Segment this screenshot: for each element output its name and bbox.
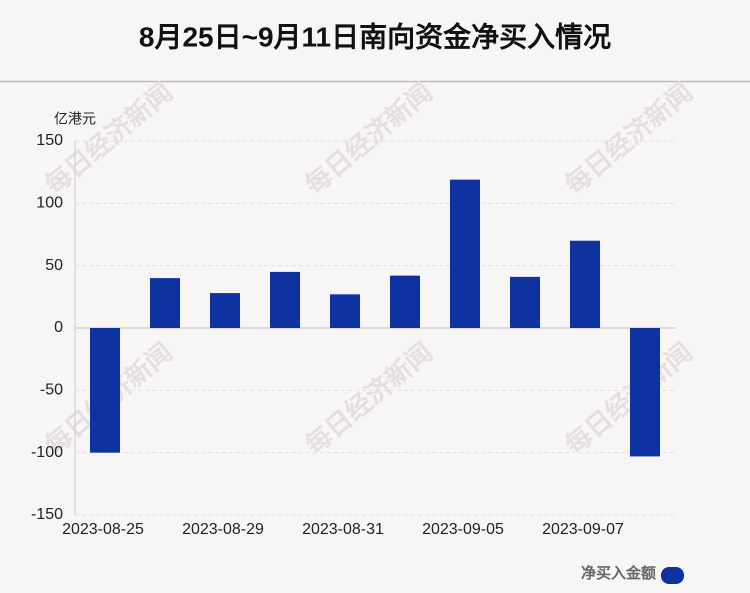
- bar: [510, 276, 540, 328]
- watermark: 每日经济新闻: [559, 77, 698, 200]
- watermark: 每日经济新闻: [299, 337, 438, 460]
- x-tick-label: 2023-09-05: [422, 521, 504, 538]
- legend-label: 净买入金额: [581, 564, 656, 582]
- bar: [570, 240, 600, 328]
- bar: [630, 328, 660, 457]
- y-tick-label: -50: [40, 382, 63, 399]
- x-tick-label: 2023-08-29: [182, 521, 264, 538]
- legend-swatch: [661, 567, 684, 584]
- y-axis-label: 亿港元: [54, 111, 96, 127]
- x-tick-label: 2023-09-07: [542, 521, 624, 538]
- x-tick-label: 2023-08-25: [62, 521, 144, 538]
- bar: [150, 278, 180, 328]
- bar: [210, 293, 240, 328]
- y-tick-label: 100: [36, 195, 63, 212]
- x-tick-label: 2023-08-31: [302, 521, 384, 538]
- bar: [330, 294, 360, 328]
- watermark: 每日经济新闻: [559, 337, 698, 460]
- y-tick-label: -100: [31, 444, 63, 461]
- chart-title: 8月25日~9月11日南向资金净买入情况: [139, 20, 611, 52]
- y-tick-label: 150: [36, 132, 63, 149]
- watermark: 每日经济新闻: [299, 77, 438, 200]
- bar: [390, 275, 420, 328]
- bar: [90, 328, 120, 453]
- y-tick-label: -150: [31, 506, 63, 523]
- y-tick-label: 50: [45, 257, 63, 274]
- bar: [450, 179, 480, 328]
- bar: [270, 271, 300, 328]
- y-tick-label: 0: [54, 319, 63, 336]
